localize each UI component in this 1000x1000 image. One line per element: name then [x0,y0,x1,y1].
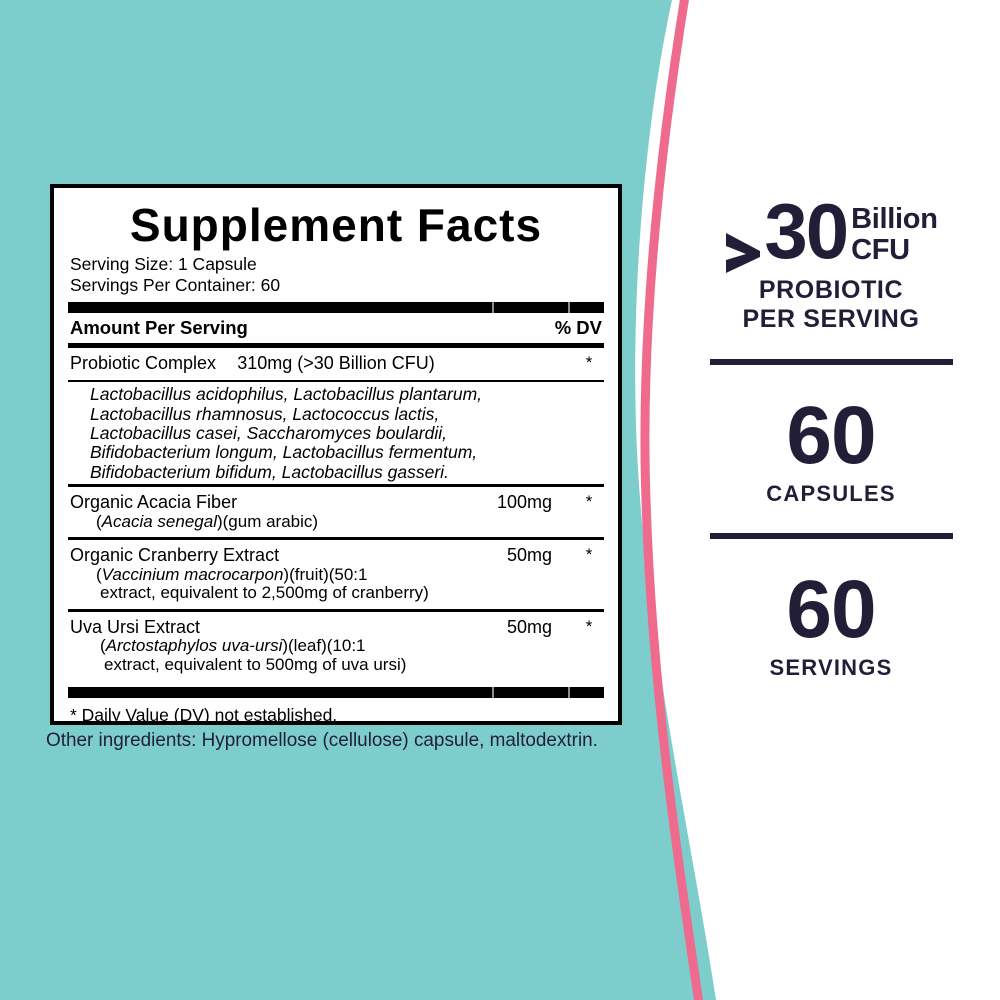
servings-per-container: Servings Per Container: 60 [70,274,281,295]
column-divider-mark [568,302,570,314]
paren-open: ( [96,511,102,531]
supplement-facts-panel: Supplement Facts Serving Size: 1 Capsule… [50,184,622,725]
divider-hairline [68,380,604,383]
ingredient-name: Probiotic Complex [70,353,217,374]
ingredient-amount: 50mg [506,616,552,637]
strain-line: Lactobacillus acidophilus, Lactobacillus… [90,384,483,405]
table-row: Organic Acacia Fiber (Acacia senegal)(gu… [68,487,604,538]
ingredient-amount: 50mg [506,544,552,565]
table-row: Probiotic Complex 310mg (>30 Billion CFU… [68,348,604,380]
ingredient-dv: * [585,544,593,564]
column-divider-mark [492,686,494,698]
column-divider-mark [568,686,570,698]
pink-curve [640,0,704,1000]
amount-per-serving-label: Amount Per Serving [70,317,248,339]
ingredient-extract-note: extract, equivalent to 2,500mg of cranbe… [100,583,429,603]
divider-thick-bottom [68,686,604,698]
botanical-detail: )(leaf)(10:1 [282,636,366,656]
greater-than-icon [724,213,762,273]
percent-dv-label: % DV [554,317,602,339]
ingredient-amount: 310mg (>30 Billion CFU) [237,353,435,374]
cfu-subtitle: PROBIOTIC PER SERVING [686,276,976,334]
paren-open: ( [96,564,102,584]
servings-claim: 60 SERVINGS [686,569,976,681]
capsules-claim: 60 CAPSULES [686,395,976,507]
claims-divider-1 [709,359,953,366]
latin-name: Vaccinium macrocarpon [101,564,284,584]
ingredient-botanical: (Acacia senegal)(gum arabic) [70,511,604,532]
probiotic-strain-list: Lactobacillus acidophilus, Lactobacillus… [68,382,604,484]
latin-name: Acacia senegal [101,511,217,531]
table-row: Organic Cranberry Extract (Vaccinium mac… [68,540,604,609]
ingredient-dv: * [585,491,593,511]
ingredient-extract-note: extract, equivalent to 500mg of uva ursi… [104,655,407,675]
capsules-count: 60 [786,390,876,482]
cfu-subtitle-line2: PER SERVING [742,304,920,333]
table-header-row: Amount Per Serving % DV [68,313,604,343]
divider-thin [68,609,604,612]
ingredient-name: Organic Cranberry Extract [70,544,280,565]
ingredient-dv: * [585,616,593,636]
daily-value-footnote: * Daily Value (DV) not established. [70,704,338,725]
ingredient-name: Uva Ursi Extract [70,616,201,637]
serving-size: Serving Size: 1 Capsule [70,254,257,274]
cfu-number-group: 30 [724,187,849,275]
cfu-unit-billion: Billion [851,203,938,235]
ingredient-name: Organic Acacia Fiber [70,491,238,512]
cfu-headline: 30 Billion CFU [686,187,976,275]
claims-divider-2 [709,533,953,540]
servings-count: 60 [786,564,876,656]
cfu-unit-cfu: CFU [851,233,910,266]
divider-thick-top [68,302,604,314]
strain-line: Bifidobacterium longum, Lactobacillus fe… [90,442,478,463]
column-divider-mark [492,302,494,314]
divider-medium [68,343,604,349]
cfu-number: 30 [764,187,849,275]
capsules-label: CAPSULES [766,481,896,507]
botanical-detail: )(fruit)(50:1 [283,564,368,584]
cfu-claim: 30 Billion CFU PROBIOTIC PER SERVING [686,187,976,334]
table-row: Uva Ursi Extract (Arctostaphylos uva-urs… [68,612,604,681]
ingredient-botanical: (Arctostaphylos uva-ursi)(leaf)(10:1 [70,637,604,656]
other-ingredients-text: Other ingredients: Hypromellose (cellulo… [46,729,598,751]
cfu-unit: Billion CFU [851,196,938,265]
servings-label: SERVINGS [769,655,893,681]
strain-line: Bifidobacterium bifidum, Lactobacillus g… [90,461,449,482]
strain-line: Lactobacillus casei, Saccharomyces boula… [90,423,447,443]
divider-thin [68,537,604,540]
cfu-subtitle-line1: PROBIOTIC [758,275,904,304]
botanical-detail: )(gum arabic) [216,511,319,531]
divider-thin [68,484,604,487]
ingredient-dv: * [585,353,593,373]
latin-name: Arctostaphylos uva-ursi [105,636,283,656]
claims-column: 30 Billion CFU PROBIOTIC PER SERVING 60 … [686,187,976,681]
paren-open: ( [100,636,106,656]
ingredient-amount: 100mg [496,491,552,512]
strain-line: Lactobacillus rhamnosus, Lactococcus lac… [90,403,440,424]
page-title: Supplement Facts [129,199,543,251]
ingredient-botanical: (Vaccinium macrocarpon)(fruit)(50:1 [70,564,604,585]
